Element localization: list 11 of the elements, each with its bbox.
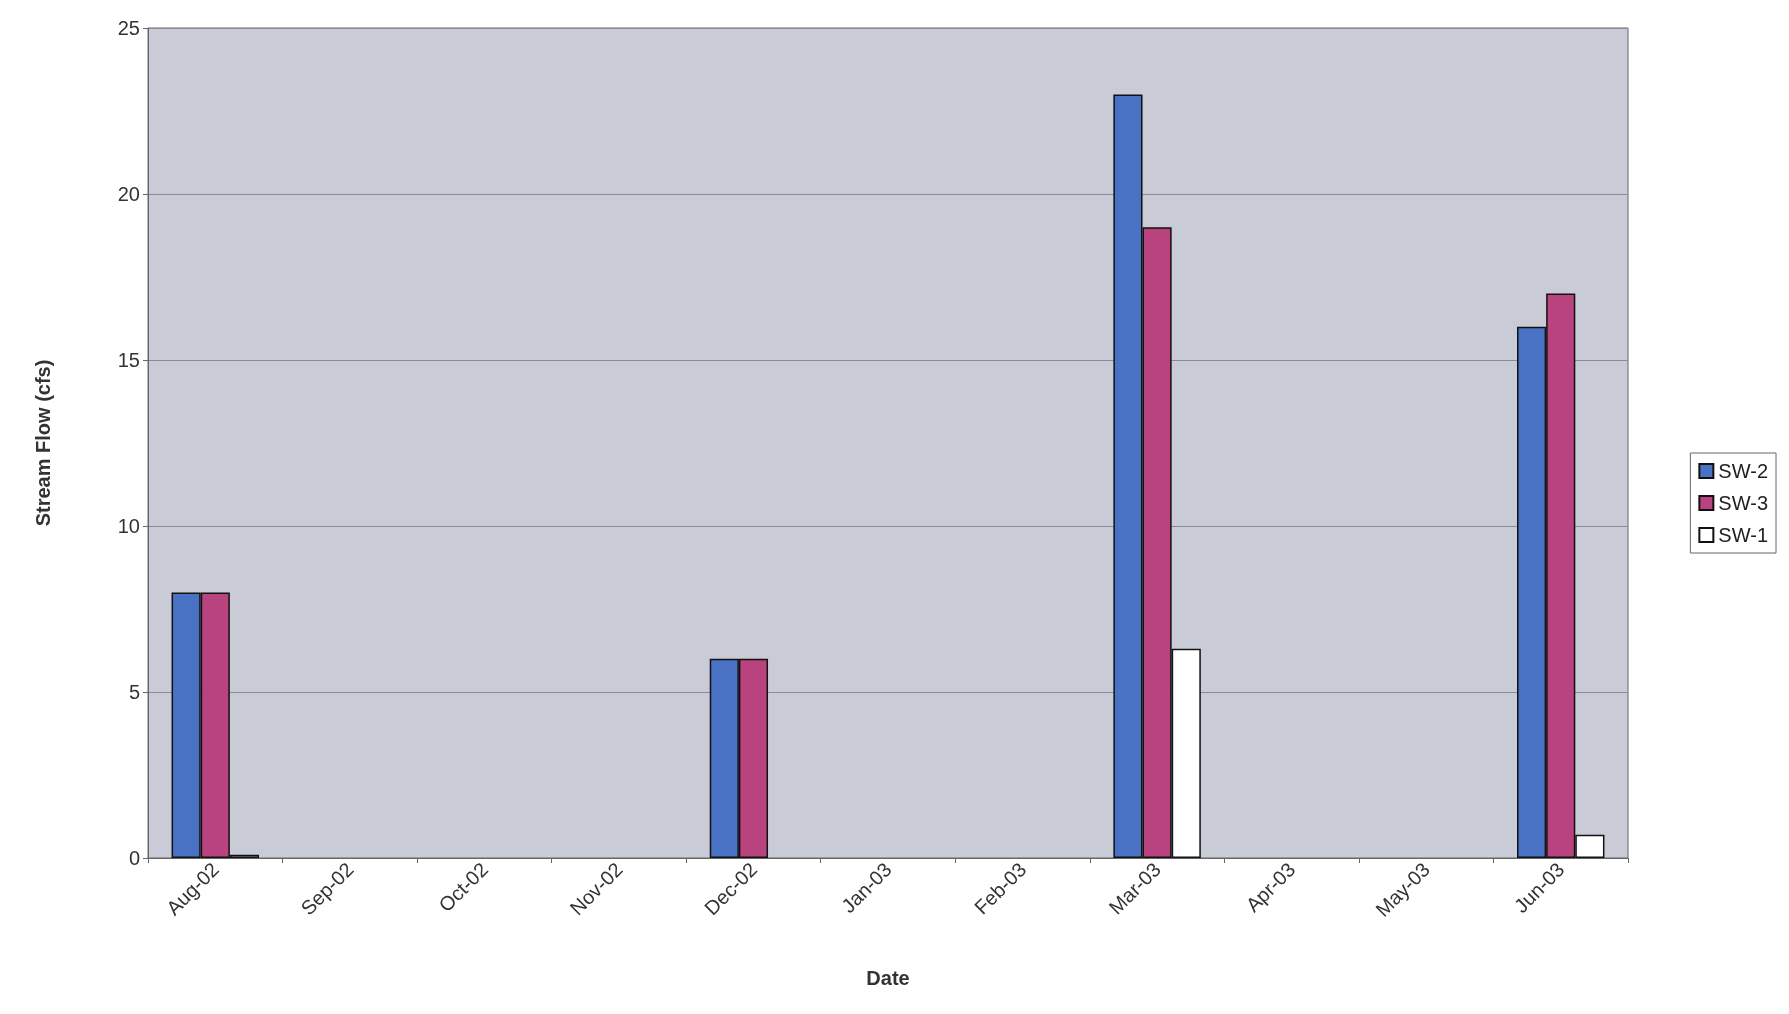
y-tick-label: 20	[117, 183, 140, 205]
legend-label: SW-2	[1718, 460, 1768, 482]
y-tick-label: 15	[117, 349, 140, 371]
x-axis-title: Date	[866, 967, 910, 989]
legend-label: SW-1	[1718, 524, 1768, 546]
legend-label: SW-3	[1718, 492, 1768, 514]
y-axis-title: Stream Flow (cfs)	[32, 359, 54, 527]
y-tick-label: 0	[128, 847, 140, 869]
y-tick-label: 10	[117, 515, 140, 537]
y-tick-label: 25	[117, 17, 140, 39]
y-tick-label: 5	[128, 681, 140, 703]
